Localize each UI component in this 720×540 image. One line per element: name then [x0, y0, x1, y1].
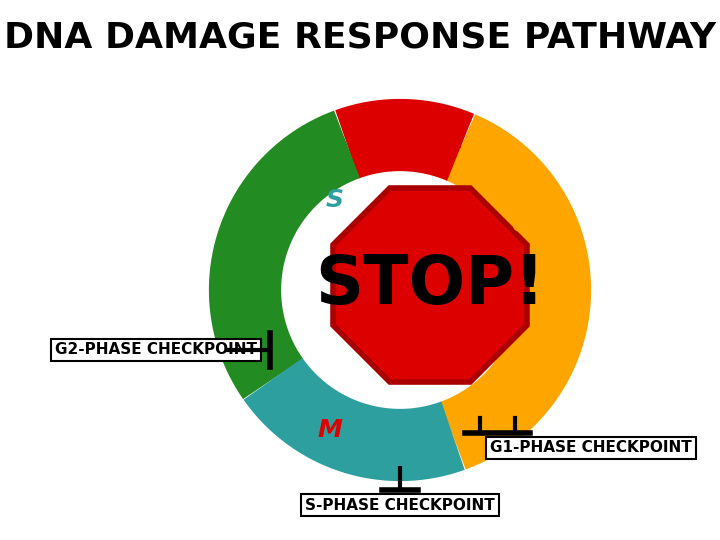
- Text: STOP!: STOP!: [315, 252, 545, 318]
- Text: G1: G1: [511, 213, 549, 237]
- Text: M: M: [318, 418, 343, 442]
- Polygon shape: [273, 379, 315, 424]
- Polygon shape: [420, 113, 461, 154]
- Text: G2: G2: [236, 323, 274, 347]
- Text: G2-PHASE CHECKPOINT: G2-PHASE CHECKPOINT: [55, 342, 257, 357]
- Polygon shape: [333, 188, 527, 382]
- Text: S-PHASE CHECKPOINT: S-PHASE CHECKPOINT: [305, 497, 495, 512]
- Polygon shape: [303, 134, 347, 180]
- Text: DNA DAMAGE RESPONSE PATHWAY: DNA DAMAGE RESPONSE PATHWAY: [4, 21, 716, 55]
- Text: S: S: [326, 188, 344, 212]
- Text: G1-PHASE CHECKPOINT: G1-PHASE CHECKPOINT: [490, 441, 692, 456]
- Polygon shape: [453, 397, 500, 446]
